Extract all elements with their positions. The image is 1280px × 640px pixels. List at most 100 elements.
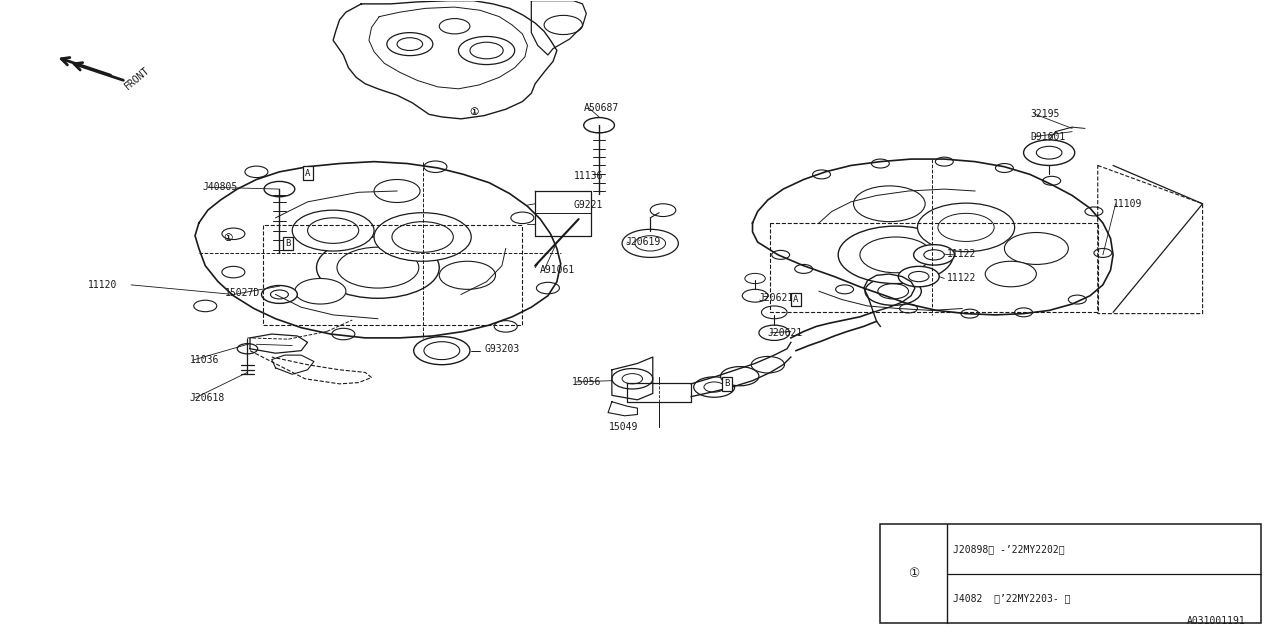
Ellipse shape xyxy=(337,247,419,288)
Text: 32195: 32195 xyxy=(1030,109,1060,119)
Text: J4082  （’22MY2203- ）: J4082 （’22MY2203- ） xyxy=(954,593,1071,604)
Ellipse shape xyxy=(909,271,929,282)
Ellipse shape xyxy=(878,284,909,299)
Text: J20898（ -’22MY2202）: J20898（ -’22MY2202） xyxy=(954,544,1065,554)
Text: B: B xyxy=(285,239,291,248)
Ellipse shape xyxy=(795,264,813,273)
Ellipse shape xyxy=(221,228,244,239)
Ellipse shape xyxy=(470,42,503,59)
Ellipse shape xyxy=(494,321,517,332)
Ellipse shape xyxy=(900,304,918,313)
Text: ①: ① xyxy=(224,233,233,243)
Text: ①: ① xyxy=(470,108,479,118)
Ellipse shape xyxy=(374,179,420,202)
Ellipse shape xyxy=(413,337,470,365)
Text: A50687: A50687 xyxy=(584,103,620,113)
Ellipse shape xyxy=(924,250,945,260)
Text: 11122: 11122 xyxy=(947,273,977,284)
Text: J20621: J20621 xyxy=(759,292,794,303)
Ellipse shape xyxy=(961,309,979,318)
Ellipse shape xyxy=(865,277,922,305)
Text: A: A xyxy=(794,295,799,304)
Ellipse shape xyxy=(622,374,643,384)
Ellipse shape xyxy=(838,226,954,284)
Ellipse shape xyxy=(458,36,515,65)
Ellipse shape xyxy=(986,261,1037,287)
Text: 11036: 11036 xyxy=(189,355,219,365)
Ellipse shape xyxy=(1015,308,1033,317)
Text: J20618: J20618 xyxy=(189,393,225,403)
Ellipse shape xyxy=(836,285,854,294)
Ellipse shape xyxy=(511,212,534,223)
Ellipse shape xyxy=(854,186,925,221)
Ellipse shape xyxy=(221,266,244,278)
Text: 11136: 11136 xyxy=(573,172,603,181)
Ellipse shape xyxy=(813,170,831,179)
Ellipse shape xyxy=(392,221,453,252)
Text: D91601: D91601 xyxy=(1030,132,1065,141)
Text: B: B xyxy=(724,380,730,388)
Ellipse shape xyxy=(1094,248,1112,257)
Ellipse shape xyxy=(424,342,460,360)
Ellipse shape xyxy=(745,273,765,284)
Text: FRONT: FRONT xyxy=(123,65,152,92)
Text: J20621: J20621 xyxy=(768,328,803,338)
Text: G9221: G9221 xyxy=(573,200,603,210)
Ellipse shape xyxy=(612,369,653,389)
Ellipse shape xyxy=(374,212,471,261)
Text: 11122: 11122 xyxy=(947,249,977,259)
Ellipse shape xyxy=(860,237,932,273)
Ellipse shape xyxy=(742,289,768,302)
Text: ①: ① xyxy=(470,108,479,118)
Ellipse shape xyxy=(244,166,268,177)
Text: 15027D: 15027D xyxy=(224,288,260,298)
Ellipse shape xyxy=(635,236,666,251)
Bar xyxy=(881,524,1261,623)
Text: 15056: 15056 xyxy=(572,377,602,387)
Ellipse shape xyxy=(622,229,678,257)
Ellipse shape xyxy=(1037,147,1062,159)
Ellipse shape xyxy=(424,161,447,173)
Ellipse shape xyxy=(292,210,374,251)
Ellipse shape xyxy=(316,237,439,298)
Ellipse shape xyxy=(387,33,433,56)
Ellipse shape xyxy=(899,266,940,287)
Text: ①: ① xyxy=(224,233,233,243)
Ellipse shape xyxy=(914,244,955,265)
Ellipse shape xyxy=(1024,140,1075,166)
Ellipse shape xyxy=(996,164,1014,173)
Ellipse shape xyxy=(294,278,346,304)
Ellipse shape xyxy=(439,19,470,34)
Ellipse shape xyxy=(759,325,790,340)
Ellipse shape xyxy=(704,382,724,392)
Ellipse shape xyxy=(1069,295,1087,304)
Text: A: A xyxy=(305,168,310,178)
Ellipse shape xyxy=(237,344,257,354)
Text: 15049: 15049 xyxy=(609,422,639,432)
Text: 11109: 11109 xyxy=(1114,199,1143,209)
Ellipse shape xyxy=(1005,232,1069,264)
Ellipse shape xyxy=(584,118,614,133)
Ellipse shape xyxy=(397,38,422,51)
Ellipse shape xyxy=(772,250,790,259)
Ellipse shape xyxy=(544,15,582,35)
Ellipse shape xyxy=(264,181,294,196)
Ellipse shape xyxy=(694,377,735,397)
Ellipse shape xyxy=(332,328,355,340)
Ellipse shape xyxy=(762,306,787,319)
Ellipse shape xyxy=(1043,176,1061,185)
Text: J40805: J40805 xyxy=(202,182,238,192)
Text: ①: ① xyxy=(908,567,919,580)
Ellipse shape xyxy=(270,290,288,299)
Ellipse shape xyxy=(936,157,954,166)
Ellipse shape xyxy=(536,282,559,294)
Ellipse shape xyxy=(650,204,676,216)
Ellipse shape xyxy=(938,213,995,241)
Ellipse shape xyxy=(918,203,1015,252)
Ellipse shape xyxy=(721,367,759,386)
Text: 11120: 11120 xyxy=(87,280,116,290)
Text: A91061: A91061 xyxy=(540,265,576,275)
Text: J20619: J20619 xyxy=(626,237,662,247)
Text: G93203: G93203 xyxy=(484,344,520,355)
Ellipse shape xyxy=(193,300,216,312)
